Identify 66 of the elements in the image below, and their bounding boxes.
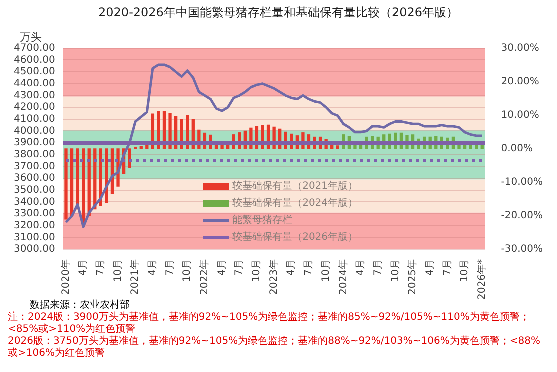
- x-tick-label: 10月: [112, 260, 124, 282]
- x-tick-label: 4月: [286, 260, 298, 276]
- legend-label: 较基础保有量（2021年版）: [232, 180, 358, 194]
- x-tick-label: 7月: [442, 260, 454, 276]
- bar: [76, 148, 80, 210]
- bar: [64, 148, 68, 220]
- y-tick-label: 4400.00: [14, 78, 56, 90]
- legend-label: 较基础保有量（2024年版）: [232, 196, 358, 210]
- bar: [336, 146, 340, 150]
- y-tick-label: 3200.00: [14, 220, 56, 232]
- y-tick-label: 3600.00: [14, 173, 56, 184]
- x-tick-label: 2020年: [60, 260, 72, 296]
- x-tick-label: 4月: [424, 260, 436, 276]
- y-tick-label: 4300.00: [14, 90, 56, 102]
- source-note: 数据来源：农业农村部: [29, 300, 131, 312]
- y-tick-label: 4100.00: [14, 114, 56, 125]
- y-tick-label: 4600.00: [14, 54, 56, 66]
- y-tick-label: 3900.00: [14, 138, 56, 149]
- x-tick-label: 2025年: [406, 260, 419, 296]
- y-tick-label: 3000.00: [14, 244, 56, 256]
- y-tick-label: 3400.00: [14, 196, 56, 208]
- bar: [226, 144, 230, 150]
- x-tick-label: 4月: [216, 260, 228, 276]
- y2-tick-label: 30.00%: [501, 42, 540, 54]
- text: 注：2024版：3900万头为基准值，基准的92%~105%为绿色监控；基准的85%~92%/105%~110%为黄色预警；<85%或>110%为红色预警: [7, 312, 531, 336]
- x-tick-label: 7月: [234, 260, 246, 276]
- legend-label: 能繁母猪存栏: [232, 214, 293, 228]
- bar: [140, 146, 143, 150]
- x-tick-label: 7月: [164, 260, 176, 276]
- y-tick-label: 3800.00: [14, 149, 56, 160]
- y-tick-label: 4500.00: [14, 66, 56, 78]
- x-tick-label: 7月: [96, 260, 107, 276]
- bar: [134, 146, 138, 150]
- y2-tick-label: 20.00%: [501, 76, 540, 88]
- y-tick-label: 4700.00: [14, 42, 56, 54]
- x-tick-label: 2024年: [337, 260, 350, 296]
- y-tick-label: 3700.00: [14, 161, 56, 172]
- y2-tick-label: -30.00%: [501, 244, 544, 256]
- y2-tick-label: 10.00%: [501, 110, 540, 122]
- bar: [70, 148, 74, 216]
- legend-label: 较基础保有量（2026年版）: [232, 230, 358, 244]
- x-tick-label: 10月: [320, 260, 332, 282]
- y2-tick-label: -20.00%: [501, 210, 544, 222]
- x-tick-label: 7月: [372, 260, 384, 276]
- y2-tick-label: -10.00%: [501, 177, 544, 188]
- x-tick-label: 2021年: [129, 260, 142, 296]
- y-tick-label: 4200.00: [14, 102, 56, 114]
- x-tick-label: 4月: [148, 260, 159, 276]
- x-tick-label: 2022年: [198, 260, 211, 296]
- x-tick-label: 2023年: [268, 260, 280, 296]
- x-tick-label: 10月: [252, 260, 263, 282]
- y2-tick-label: 0.00%: [501, 144, 534, 155]
- x-tick-label: 10月: [390, 260, 402, 282]
- chart-title: 2020-2026年中国能繁母猪存栏量和基础保有量比较（2026年版）: [98, 5, 458, 20]
- y-tick-label: 3500.00: [14, 184, 56, 196]
- x-tick-label: 10月: [460, 260, 471, 282]
- y-tick-label: 3100.00: [14, 232, 56, 244]
- text: 2026版：3750万头为基准值，基准的92%~105%为绿色监控；基准的88%~92%/103%~106%为黄色预警；<88%或>106%为红色预警: [7, 336, 542, 360]
- x-tick-label: 4月: [78, 260, 90, 276]
- x-tick-label: 2026年*: [476, 260, 488, 300]
- y-tick-label: 4000.00: [14, 126, 56, 137]
- y-tick-label: 3300.00: [14, 208, 56, 220]
- x-tick-label: 4月: [356, 260, 367, 276]
- x-tick-label: 7月: [304, 260, 315, 276]
- y-axis-title: 万头: [20, 30, 42, 44]
- x-tick-label: 10月: [182, 260, 194, 282]
